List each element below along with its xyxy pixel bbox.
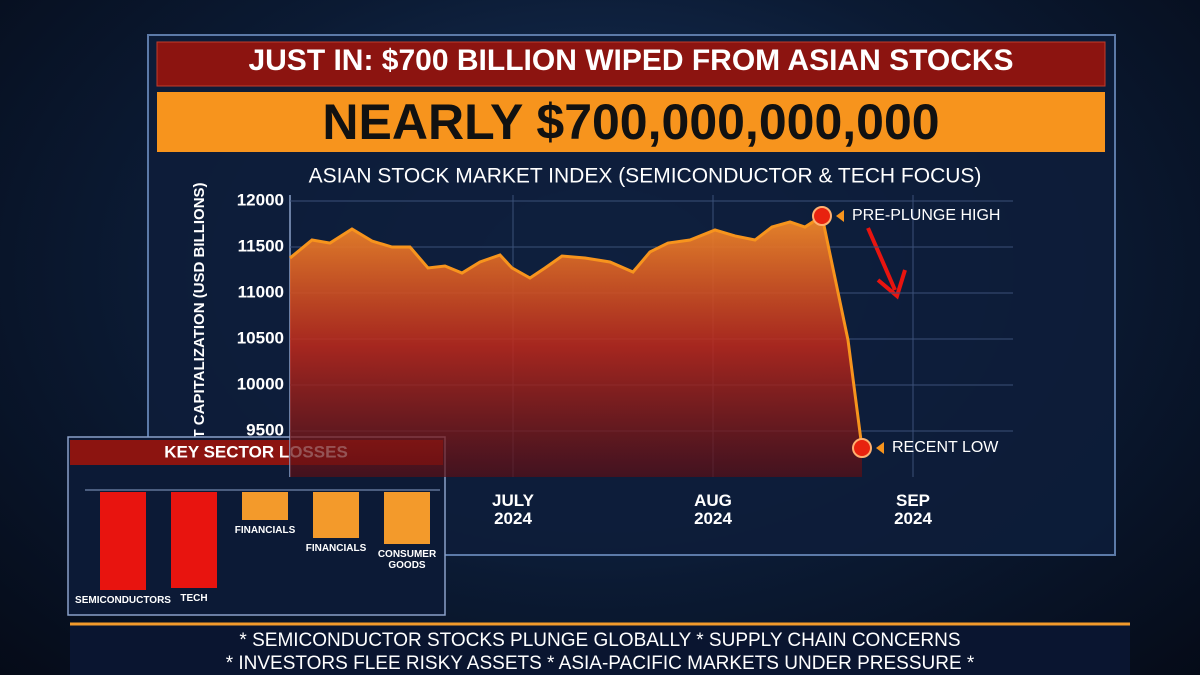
- headline-banner: [157, 92, 1105, 152]
- price-line: [289, 213, 864, 449]
- chart-title: ASIAN STOCK MARKET INDEX (SEMICONDUCTOR …: [309, 165, 982, 188]
- bar-label: FINANCIALS: [305, 543, 367, 554]
- bar: [100, 492, 146, 590]
- annotation: PRE-PLUNGE HIGH: [852, 207, 1000, 224]
- ticker-line: * SEMICONDUCTOR STOCKS PLUNGE GLOBALLY *…: [239, 630, 961, 651]
- point-marker: [852, 438, 872, 459]
- bar-label: SEMICONDUCTORS: [75, 595, 171, 606]
- point-marker: [812, 205, 832, 226]
- bar-label: FINANCIALS: [234, 525, 296, 536]
- x-tick-label: SEP 2024: [894, 491, 932, 528]
- ticker-line: * INVESTORS FLEE RISKY ASSETS * ASIA-PAC…: [225, 653, 975, 674]
- y-axis-label: MARKET CAPITALIZATION (USD BILLIONS): [191, 182, 208, 493]
- y-tick-label: 9500: [246, 420, 284, 439]
- annotation-pointer: [876, 442, 884, 455]
- breaking-text: JUST IN: $700 BILLION WIPED FROM ASIAN S…: [248, 44, 1014, 77]
- breaking-banner: [156, 41, 1106, 87]
- y-tick-label: 10000: [237, 374, 284, 393]
- y-tick-label: 12000: [237, 190, 284, 209]
- annotation-pointer: [836, 209, 844, 222]
- ticker-bar: [70, 624, 1130, 675]
- annotation: RECENT LOW: [892, 439, 999, 456]
- y-tick-label: 11000: [238, 282, 284, 301]
- x-tick-label: AUG 2024: [694, 491, 732, 528]
- x-tick-label: JULY 2024: [492, 491, 534, 528]
- bar: [242, 492, 288, 520]
- y-tick-label: 11500: [238, 236, 284, 255]
- area-fill: [290, 215, 862, 477]
- bar: [313, 492, 359, 538]
- y-tick-label: 10500: [237, 328, 284, 347]
- bar: [171, 492, 217, 588]
- headline-text: NEARLY $700,000,000,000: [322, 94, 940, 150]
- plunge-arrow: [866, 227, 907, 300]
- bar-label: TECH: [180, 593, 208, 604]
- bar: [384, 492, 430, 544]
- bar-label: CONSUMER GOODS: [377, 549, 437, 571]
